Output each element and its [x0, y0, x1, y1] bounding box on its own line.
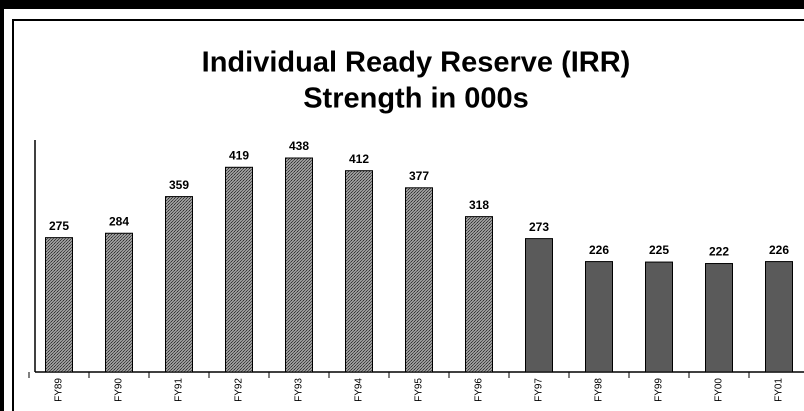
x-tick-label: FY97	[534, 378, 545, 402]
x-tick-label: FY91	[174, 378, 185, 402]
bar	[285, 157, 313, 373]
chart-title: Strength in 000s	[303, 83, 529, 115]
value-label: 377	[409, 169, 429, 183]
bar	[165, 196, 193, 373]
x-tick-label: FY01	[774, 378, 785, 402]
x-tick-label: FY93	[294, 378, 305, 402]
x-tick-label: FY95	[414, 378, 425, 402]
value-label: 318	[469, 198, 489, 212]
value-label: 412	[349, 152, 369, 166]
bar	[585, 261, 613, 373]
frame-top	[0, 0, 804, 9]
bar	[225, 166, 253, 373]
frame-left	[0, 0, 4, 411]
x-tick-label: FY90	[114, 378, 125, 402]
bar	[525, 238, 553, 373]
x-tick-label: FY92	[234, 378, 245, 402]
chart-border	[12, 19, 804, 411]
value-label: 222	[709, 245, 729, 259]
x-tick-label: FY94	[354, 378, 365, 402]
value-label: 438	[289, 139, 309, 153]
bar	[645, 261, 673, 373]
value-label: 284	[109, 214, 129, 228]
bar	[705, 263, 733, 373]
value-label: 226	[769, 243, 789, 257]
x-tick-label: FY89	[54, 378, 65, 402]
value-label: 225	[649, 243, 669, 257]
value-label: 226	[589, 243, 609, 257]
x-tick-label: FY00	[714, 378, 725, 402]
x-tick-label: FY96	[474, 378, 485, 402]
bar	[465, 216, 493, 373]
value-label: 275	[49, 219, 69, 233]
bar	[105, 232, 133, 373]
bar	[345, 170, 373, 373]
value-label: 359	[169, 178, 189, 192]
bar	[45, 237, 73, 373]
chart-title: Individual Ready Reserve (IRR)	[202, 47, 631, 79]
x-tick-label: FY98	[594, 378, 605, 402]
value-label: 273	[529, 220, 549, 234]
x-tick-label: FY99	[654, 378, 665, 402]
bar	[405, 187, 433, 373]
bar	[765, 261, 793, 373]
value-label: 419	[229, 148, 249, 162]
